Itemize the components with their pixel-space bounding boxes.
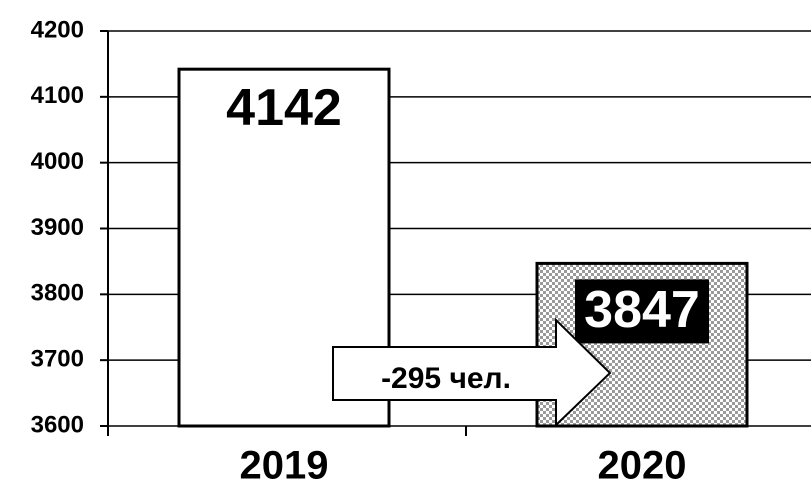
y-tick-label: 3700 xyxy=(31,346,84,373)
y-tick-label: 4100 xyxy=(31,82,84,109)
annotation-arrow xyxy=(332,317,612,428)
value-label: 4142 xyxy=(226,79,342,137)
y-tick-label: 4000 xyxy=(31,148,84,175)
y-tick-label: 3900 xyxy=(31,214,84,241)
annotation: -295 чел. xyxy=(381,362,511,395)
x-tick-label: 2020 xyxy=(598,444,687,483)
x-tick-label: 2019 xyxy=(240,444,329,483)
y-tick-label: 3800 xyxy=(31,280,84,307)
value-label-box xyxy=(575,279,709,344)
value-label: 3847 xyxy=(584,281,700,339)
y-tick-label: 3600 xyxy=(31,411,84,438)
y-tick-label: 4200 xyxy=(31,16,84,43)
